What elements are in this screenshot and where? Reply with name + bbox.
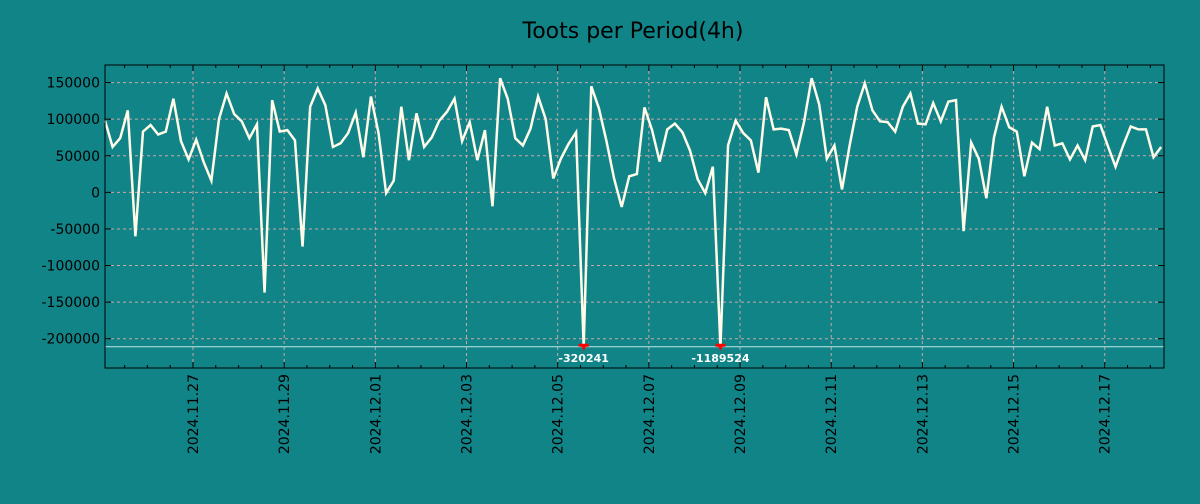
x-tick-label: 2024.12.15 [1007,374,1023,454]
x-tick-label: 2024.12.17 [1098,374,1114,454]
series-lines [105,78,1161,347]
x-tick-label: 2024.12.13 [915,374,931,454]
chart-title: Toots per Period(4h) [522,19,744,44]
plot-frame [105,65,1164,368]
y-tick-label: -150000 [42,295,101,311]
y-tick-label: 100000 [47,112,100,128]
y-tick-label: -100000 [42,259,101,275]
clip-value-label: -1189524 [691,352,749,365]
y-tick-label: 150000 [47,76,100,92]
y-tick-label: -200000 [42,332,101,348]
x-tick-label: 2024.12.03 [460,374,476,454]
y-tick-label: -50000 [50,222,100,238]
y-tick-label: 50000 [55,149,100,165]
grid [105,65,1164,368]
y-tick-label: 0 [91,185,100,201]
x-tick-label: 2024.11.29 [277,374,293,454]
x-tick-label: 2024.12.09 [733,374,749,454]
x-tick-label: 2024.12.11 [824,374,840,454]
x-tick-label: 2024.12.01 [368,374,384,454]
clip-value-label: -320241 [558,352,609,365]
x-tick-label: 2024.12.07 [642,374,658,454]
x-tick-label: 2024.11.27 [186,374,202,454]
x-tick-label: 2024.12.05 [551,374,567,454]
series-line-toots [105,78,1161,347]
